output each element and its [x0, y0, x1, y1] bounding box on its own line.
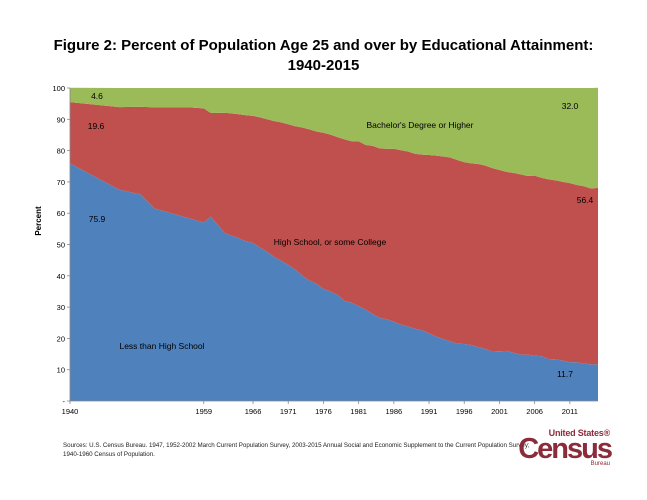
y-tick-label: 30: [57, 303, 65, 312]
logo-main-text: Census: [518, 433, 613, 465]
x-tick-label: 1981: [350, 407, 367, 416]
chart-title-line1: Figure 2: Percent of Population Age 25 a…: [53, 37, 594, 54]
x-tick-label: 1986: [385, 407, 402, 416]
y-ticks: - 10 20 30 40 50 60 70 80 90 100: [52, 84, 70, 406]
y-tick-label: -: [63, 397, 66, 406]
y-tick-label: 50: [57, 241, 65, 250]
area-less-than-high-school: [70, 163, 598, 401]
logo-top-text: United States®: [548, 428, 611, 438]
logo-bottom-text: Bureau: [590, 461, 610, 467]
area-label-less-hs: Less than High School: [119, 341, 204, 351]
x-tick-label: 1991: [421, 407, 438, 416]
data-label-bachelors-2015: 32.0: [562, 101, 579, 111]
y-tick-label: 40: [57, 272, 65, 281]
data-label-less-hs-2015: 11.7: [557, 369, 573, 379]
x-tick-label: 2006: [526, 407, 543, 416]
y-tick-label: 70: [57, 178, 65, 187]
y-tick-label: 100: [52, 84, 65, 93]
x-tick-label: 1971: [280, 407, 297, 416]
y-tick-label: 90: [57, 115, 65, 124]
x-tick-label: 1966: [245, 407, 262, 416]
sources-line2: 1940-1960 Census of Population.: [63, 451, 155, 458]
y-tick-label: 10: [57, 366, 65, 375]
x-ticks: 1940 1959 1966 1971 1976 1981 1986 1991 1996 2001…: [62, 401, 578, 416]
chart-areas: [70, 87, 598, 401]
census-bureau-logo: United States® Census Bureau: [518, 428, 613, 468]
area-bachelors-or-higher: [70, 87, 598, 189]
sources-note: Sources: U.S. Census Bureau. 1947, 1952-…: [63, 441, 533, 459]
x-tick-label: 1996: [456, 407, 473, 416]
area-label-bachelors: Bachelor's Degree or Higher: [367, 120, 474, 130]
data-label-hs-2015: 56.4: [577, 195, 594, 205]
area-high-school-some-college: [70, 102, 598, 365]
area-label-hs-some-college: High School, or some College: [274, 237, 387, 247]
chart-labels: Bachelor's Degree or Higher High School,…: [88, 91, 594, 379]
data-label-hs-1940: 19.6: [88, 121, 105, 131]
sources-line1: Sources: U.S. Census Bureau. 1947, 1952-…: [63, 442, 530, 449]
y-tick-label: 20: [57, 334, 65, 343]
y-tick-label: 80: [57, 147, 65, 156]
x-tick-label: 1976: [315, 407, 332, 416]
x-tick-label: 2011: [562, 407, 578, 416]
chart-title-line2: 1940-2015: [287, 57, 360, 74]
data-label-less-hs-1940: 75.9: [89, 214, 106, 224]
x-tick-label: 2001: [491, 407, 508, 416]
y-tick-label: 60: [57, 209, 65, 218]
x-tick-label: 1940: [62, 407, 79, 416]
data-label-bachelors-1940: 4.6: [91, 91, 103, 101]
x-tick-label: 1959: [195, 407, 212, 416]
y-axis-label: Percent: [34, 206, 43, 236]
chart-title: Figure 2: Percent of Population Age 25 a…: [0, 36, 647, 76]
